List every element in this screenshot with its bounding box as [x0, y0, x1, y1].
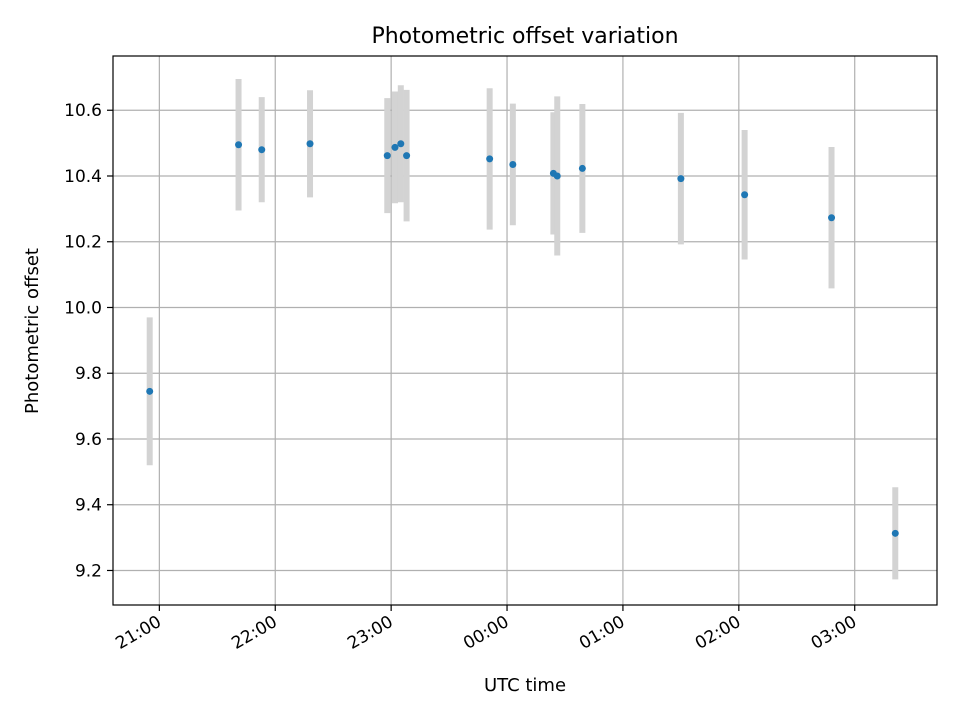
data-point: [677, 175, 685, 183]
data-point: [383, 152, 391, 160]
data-point: [509, 160, 517, 168]
grid: [113, 56, 937, 605]
y-tick-label: 9.8: [75, 364, 102, 384]
data-point: [235, 141, 243, 149]
data-point: [891, 529, 899, 537]
data-point: [403, 152, 411, 160]
data-point: [828, 214, 836, 222]
data-point: [391, 143, 399, 151]
y-tick-label: 9.2: [75, 561, 102, 581]
y-tick-label: 9.6: [75, 430, 102, 450]
y-axis-label: Photometric offset: [22, 248, 43, 414]
y-tick-label: 10.4: [64, 167, 102, 187]
data-point: [553, 172, 561, 180]
data-point: [486, 155, 494, 163]
y-tick-label: 9.4: [75, 496, 102, 516]
data-point: [258, 146, 266, 154]
y-tick-label: 10.0: [64, 298, 102, 318]
y-tick-label: 10.2: [64, 233, 102, 253]
data-point: [306, 140, 314, 148]
data-point: [146, 387, 154, 395]
data-point: [578, 164, 586, 172]
data-point: [741, 191, 749, 199]
data-point: [397, 140, 405, 148]
y-tick-label: 10.6: [64, 101, 102, 121]
chart-title: Photometric offset variation: [371, 24, 678, 49]
y-axis-ticks: 9.2 9.4 9.6 9.8 10.0 10.2 10.4 10.6: [64, 101, 113, 581]
x-axis-label: UTC time: [484, 675, 566, 696]
plot-frame: [112, 55, 938, 606]
data-points: [146, 140, 899, 537]
